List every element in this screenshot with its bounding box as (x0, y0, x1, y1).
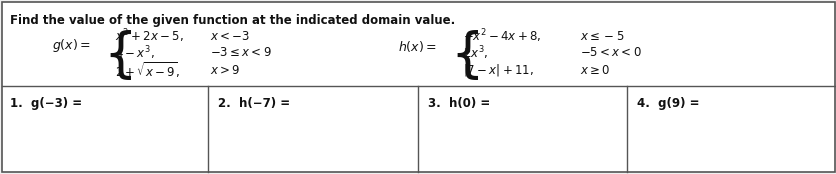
Text: $x^2 + 2x - 5,$: $x^2 + 2x - 5,$ (115, 27, 184, 45)
Text: $g(x) =$: $g(x) =$ (52, 38, 90, 54)
Text: {: { (450, 30, 483, 82)
Text: $-x^2 - 4x + 8,$: $-x^2 - 4x + 8,$ (462, 27, 541, 45)
Text: $4 - x^3,$: $4 - x^3,$ (115, 44, 155, 62)
Text: $2x^3,$: $2x^3,$ (462, 44, 487, 62)
Text: 2.  h(−7) =: 2. h(−7) = (217, 97, 290, 110)
Text: $x \geq 0$: $x \geq 0$ (579, 64, 609, 77)
Text: $-3 \leq x < 9$: $-3 \leq x < 9$ (210, 46, 272, 60)
FancyBboxPatch shape (2, 2, 834, 172)
Text: 3.  h(0) =: 3. h(0) = (427, 97, 490, 110)
Text: $x \leq -5$: $x \leq -5$ (579, 30, 624, 42)
Text: $|7 - x| + 11,$: $|7 - x| + 11,$ (462, 62, 533, 78)
Text: {: { (103, 30, 136, 82)
Text: 1.  g(−3) =: 1. g(−3) = (10, 97, 82, 110)
Text: Find the value of the given function at the indicated domain value.: Find the value of the given function at … (10, 14, 455, 27)
Text: $h(x) =$: $h(x) =$ (398, 38, 436, 53)
Text: $x < -3$: $x < -3$ (210, 30, 250, 42)
Text: $2 + \sqrt{x - 9},$: $2 + \sqrt{x - 9},$ (115, 60, 180, 80)
Text: 4.  g(9) =: 4. g(9) = (636, 97, 699, 110)
Text: $x > 9$: $x > 9$ (210, 64, 240, 77)
Text: $-5 < x < 0$: $-5 < x < 0$ (579, 46, 641, 60)
